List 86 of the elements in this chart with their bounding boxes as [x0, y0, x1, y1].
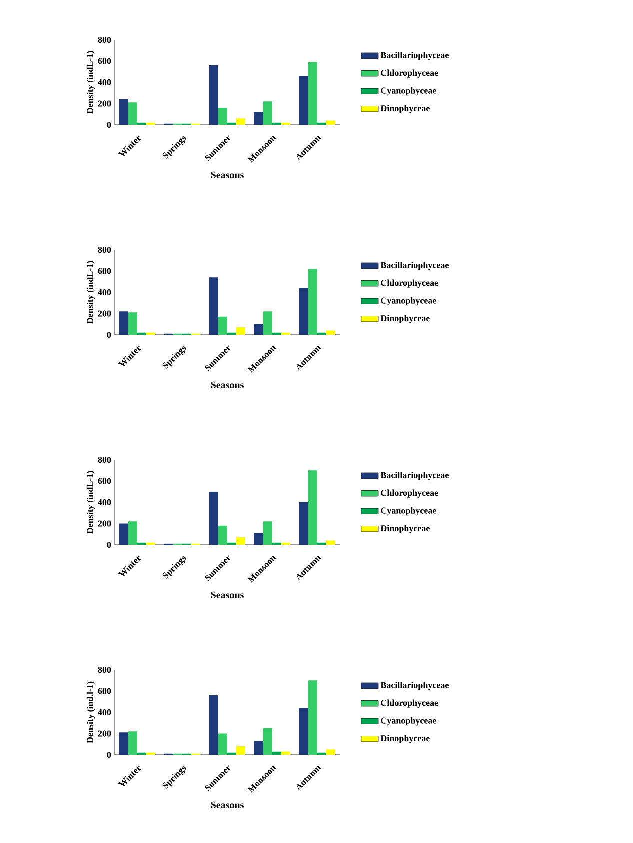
legend-label: Cyanophyceae [381, 298, 436, 306]
legend-label: Cyanophyceae [381, 718, 436, 726]
x-axis-title: Seasons [211, 382, 244, 389]
y-tick-label: 600 [98, 478, 112, 484]
bar [236, 118, 246, 125]
x-axis-title: Seasons [211, 802, 244, 809]
legend-label: Chlorophyceae [381, 280, 438, 288]
bar [282, 752, 290, 755]
bar [120, 524, 128, 545]
bar [300, 76, 308, 125]
bar [264, 728, 272, 755]
bar [272, 752, 282, 755]
legend-label: Cyanophyceae [381, 88, 436, 96]
y-tick-label: 800 [98, 36, 112, 44]
bar [264, 522, 272, 545]
bar [236, 746, 246, 755]
legend-label: Cyanophyceae [381, 508, 436, 516]
y-tick-label: 400 [98, 79, 112, 86]
bar [120, 732, 128, 755]
bar [210, 696, 218, 755]
y-tick-label: 200 [98, 100, 112, 107]
bar [210, 492, 218, 545]
y-axis-title: Density (indL-1) [86, 471, 96, 534]
y-axis-title: Density (indL-1) [86, 261, 96, 324]
legend-label: Chlorophyceae [381, 490, 438, 498]
y-tick-label: 0 [107, 332, 112, 338]
bar [128, 732, 138, 755]
bar [120, 99, 128, 125]
bar [326, 330, 336, 335]
y-tick-label: 400 [98, 289, 112, 296]
bar [218, 526, 228, 545]
bar [326, 750, 336, 755]
x-axis-title: Seasons [211, 592, 244, 599]
y-tick-label: 400 [98, 709, 112, 716]
legend-label: Dinophyceae [380, 735, 430, 744]
y-tick-label: 200 [98, 520, 112, 527]
legend-label: Bacillariophyceae [380, 472, 449, 480]
bar [300, 288, 308, 335]
bar [120, 312, 128, 335]
bar [218, 108, 228, 125]
bar [308, 269, 318, 335]
bar [218, 316, 228, 335]
bar [254, 741, 264, 755]
bar [236, 538, 246, 545]
bar [308, 470, 318, 545]
bar [254, 533, 264, 545]
y-tick-label: 0 [107, 122, 112, 128]
legend-label: Dinophyceae [380, 525, 430, 534]
y-axis-title: Density (ind.l-1) [86, 682, 96, 744]
y-tick-label: 200 [98, 310, 112, 317]
legend-label: Dinophyceae [380, 315, 430, 324]
y-axis-title: Density (indL-1) [86, 51, 96, 114]
bar [326, 120, 336, 125]
y-tick-label: 400 [98, 499, 112, 506]
bar [300, 502, 308, 545]
bar [236, 328, 246, 335]
legend-label: Dinophyceae [380, 105, 430, 114]
legend-label: Chlorophyceae [381, 70, 438, 78]
legend-label: Bacillariophyceae [380, 262, 449, 270]
bar [128, 312, 138, 335]
legend-label: Chlorophyceae [381, 700, 438, 708]
bar [210, 65, 218, 125]
y-tick-label: 200 [98, 730, 112, 737]
bar [326, 540, 336, 545]
bar [128, 102, 138, 125]
y-tick-label: 800 [98, 666, 112, 674]
bar [210, 278, 218, 335]
bar [264, 102, 272, 125]
y-tick-label: 800 [98, 246, 112, 254]
bar [218, 734, 228, 755]
y-tick-label: 0 [107, 752, 112, 758]
bar [300, 708, 308, 755]
bar [264, 312, 272, 335]
y-tick-label: 600 [98, 688, 112, 694]
y-tick-label: 0 [107, 542, 112, 548]
legend-label: Bacillariophyceae [380, 52, 449, 60]
y-tick-label: 800 [98, 456, 112, 464]
bar [254, 324, 264, 335]
bar [308, 62, 318, 125]
bar [254, 112, 264, 125]
bar [308, 680, 318, 755]
bar [128, 522, 138, 545]
y-tick-label: 600 [98, 58, 112, 64]
legend-label: Bacillariophyceae [380, 682, 449, 690]
y-tick-label: 600 [98, 268, 112, 274]
x-axis-title: Seasons [211, 172, 244, 179]
